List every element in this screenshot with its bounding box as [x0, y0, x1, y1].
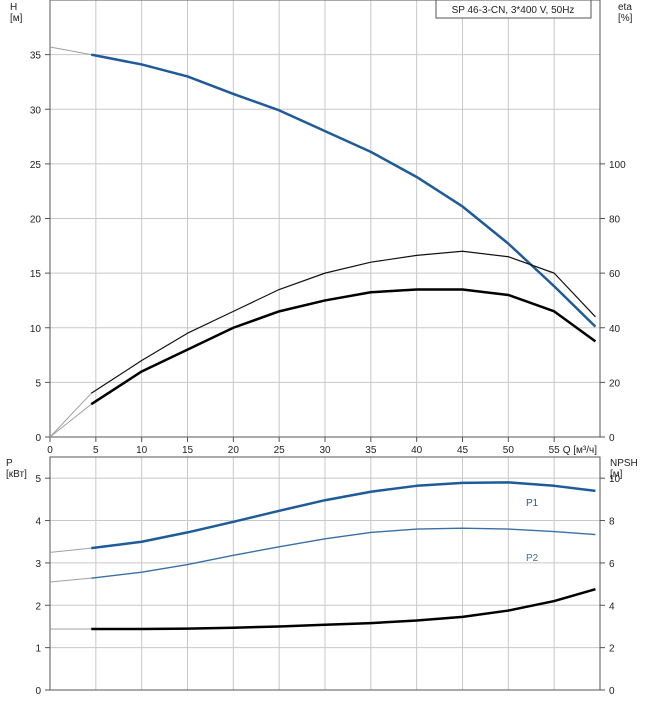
x-axis-label: Q [м³/ч] — [563, 445, 598, 456]
y-right-tick-label: 0 — [609, 686, 615, 697]
y-right-tick-label: 60 — [609, 269, 621, 280]
title-box — [435, 0, 592, 19]
x-tick-label: 50 — [503, 445, 515, 456]
y-right-tick-label: 80 — [609, 215, 621, 226]
x-tick-label: 25 — [274, 445, 286, 456]
series-eta_pump — [90, 288, 597, 406]
extrapolation-H — [49, 46, 92, 56]
lower-grid — [45, 456, 605, 691]
extrapolation-eta — [49, 392, 92, 438]
x-tick-label: 35 — [365, 445, 377, 456]
x-tick-label: 55 — [549, 445, 561, 456]
y-axis-label-right-lower: NPSH [м] — [610, 458, 638, 480]
y-tick-label: 25 — [30, 160, 42, 171]
title-box-text: SP 46-3-CN, 3*400 V, 50Hz — [452, 5, 575, 16]
y-right-tick-label: 8 — [609, 517, 615, 528]
y-right-tick-label: 10 — [609, 474, 621, 485]
y-tick-label: 15 — [30, 269, 42, 280]
series-label-p2: P2 — [526, 553, 539, 564]
y-tick-label: 0 — [35, 686, 41, 697]
series-NPSH — [91, 587, 596, 631]
y-right-tick-label: 4 — [609, 601, 615, 612]
y-tick-label: 4 — [35, 517, 41, 528]
y-tick-label: 10 — [30, 324, 42, 335]
y-tick-label: 20 — [30, 215, 42, 226]
y-right-tick-label: 100 — [609, 160, 626, 171]
y-tick-label: 3 — [35, 559, 41, 570]
series-H — [91, 53, 597, 328]
extrapolation-P2 — [49, 577, 92, 583]
upper-grid — [45, 0, 605, 442]
y-tick-label: 35 — [30, 51, 42, 62]
lower-series — [49, 481, 596, 631]
y-tick-label: 30 — [30, 105, 42, 116]
x-tick-label: 30 — [319, 445, 331, 456]
y-right-tick-label: 20 — [609, 378, 621, 389]
x-tick-label: 5 — [93, 445, 99, 456]
y-tick-label: 2 — [35, 601, 41, 612]
y-axis-label-left: H [м] — [10, 2, 23, 24]
x-tick-label: 20 — [228, 445, 240, 456]
y-axis-label-left-lower: P [кВт] — [6, 458, 27, 480]
x-tick-label: 10 — [136, 445, 148, 456]
y-tick-label: 5 — [35, 474, 41, 485]
y-right-tick-label: 40 — [609, 324, 621, 335]
series-label-p1: P1 — [526, 498, 539, 509]
y-right-tick-label: 0 — [609, 433, 615, 444]
x-tick-label: 0 — [47, 445, 53, 456]
y-right-tick-label: 6 — [609, 559, 615, 570]
y-right-tick-label: 2 — [609, 644, 615, 655]
x-tick-label: 45 — [457, 445, 469, 456]
extrapolation-P1 — [49, 547, 92, 553]
y-tick-label: 0 — [35, 433, 41, 444]
series-P2 — [91, 527, 596, 579]
series-eta — [90, 250, 596, 394]
x-tick-label: 15 — [182, 445, 194, 456]
y-tick-label: 1 — [35, 644, 41, 655]
upper-series — [49, 46, 597, 438]
lower-frame — [49, 456, 601, 691]
y-axis-label-right: eta [%] — [618, 2, 633, 24]
x-tick-label: 40 — [411, 445, 423, 456]
y-tick-label: 5 — [35, 378, 41, 389]
extrapolation-eta_pump — [49, 403, 92, 438]
series-P1 — [91, 481, 596, 550]
